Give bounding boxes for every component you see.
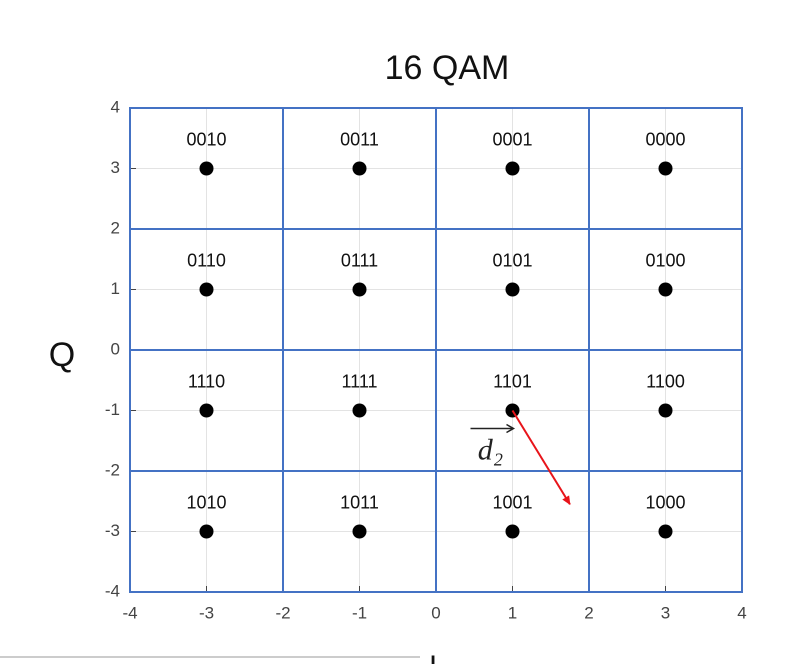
constellation-point — [199, 161, 214, 176]
point-label: 0011 — [340, 129, 379, 149]
constellation-point — [505, 524, 520, 539]
constellation-point — [658, 524, 673, 539]
point-label: 0101 — [492, 250, 532, 270]
constellation-point — [352, 403, 367, 418]
constellation-point — [352, 161, 367, 176]
arrow-label: d₂ — [478, 433, 503, 466]
y-tick-label: -2 — [105, 460, 120, 479]
y-tick-label: -1 — [105, 400, 120, 419]
x-tick-label: -2 — [275, 603, 290, 622]
constellation-point — [658, 282, 673, 297]
plot-frame — [129, 107, 743, 593]
x-tick-label: -1 — [352, 603, 367, 622]
point-label: 1100 — [646, 371, 685, 391]
point-label: 1011 — [340, 492, 379, 512]
constellation-point — [505, 403, 520, 418]
constellation-point — [199, 524, 214, 539]
y-tick-label: 2 — [111, 218, 120, 237]
point-label: 0000 — [645, 129, 685, 149]
point-label: 0001 — [492, 129, 532, 149]
point-label: 1101 — [493, 371, 532, 391]
y-axis-label: Q — [49, 336, 75, 374]
point-label: 0010 — [186, 129, 226, 149]
constellation-point — [505, 282, 520, 297]
x-tick-label: 4 — [737, 603, 746, 622]
point-label: 0110 — [187, 250, 226, 270]
x-tick-label: 3 — [661, 603, 670, 622]
x-tick-label: 2 — [584, 603, 593, 622]
constellation-point — [505, 161, 520, 176]
y-tick-label: 1 — [111, 279, 120, 298]
constellation-point — [199, 403, 214, 418]
x-axis-label: I — [429, 650, 437, 664]
x-tick-label: -3 — [199, 603, 214, 622]
x-tick-label: -4 — [122, 603, 137, 622]
y-tick-label: -4 — [105, 581, 120, 600]
constellation-point — [658, 403, 673, 418]
constellation-point — [352, 524, 367, 539]
point-label: 1001 — [492, 492, 532, 512]
point-label: 0100 — [645, 250, 685, 270]
point-label: 0111 — [341, 250, 378, 270]
chart-title: 16 QAM — [385, 49, 510, 87]
y-tick-label: 3 — [111, 158, 120, 177]
distance-arrow — [511, 409, 571, 506]
y-tick-label: -3 — [105, 521, 120, 540]
constellation-point — [199, 282, 214, 297]
x-tick-label: 1 — [508, 603, 517, 622]
constellation-point — [352, 282, 367, 297]
point-label: 1110 — [188, 371, 225, 391]
point-label: 1111 — [341, 371, 377, 391]
point-label: 1000 — [645, 492, 685, 512]
point-label: 1010 — [186, 492, 226, 512]
constellation-point — [658, 161, 673, 176]
vector-head — [506, 423, 516, 434]
x-tick-label: 0 — [431, 603, 440, 622]
y-tick-label: 4 — [111, 97, 120, 116]
y-tick-label: 0 — [111, 339, 120, 358]
